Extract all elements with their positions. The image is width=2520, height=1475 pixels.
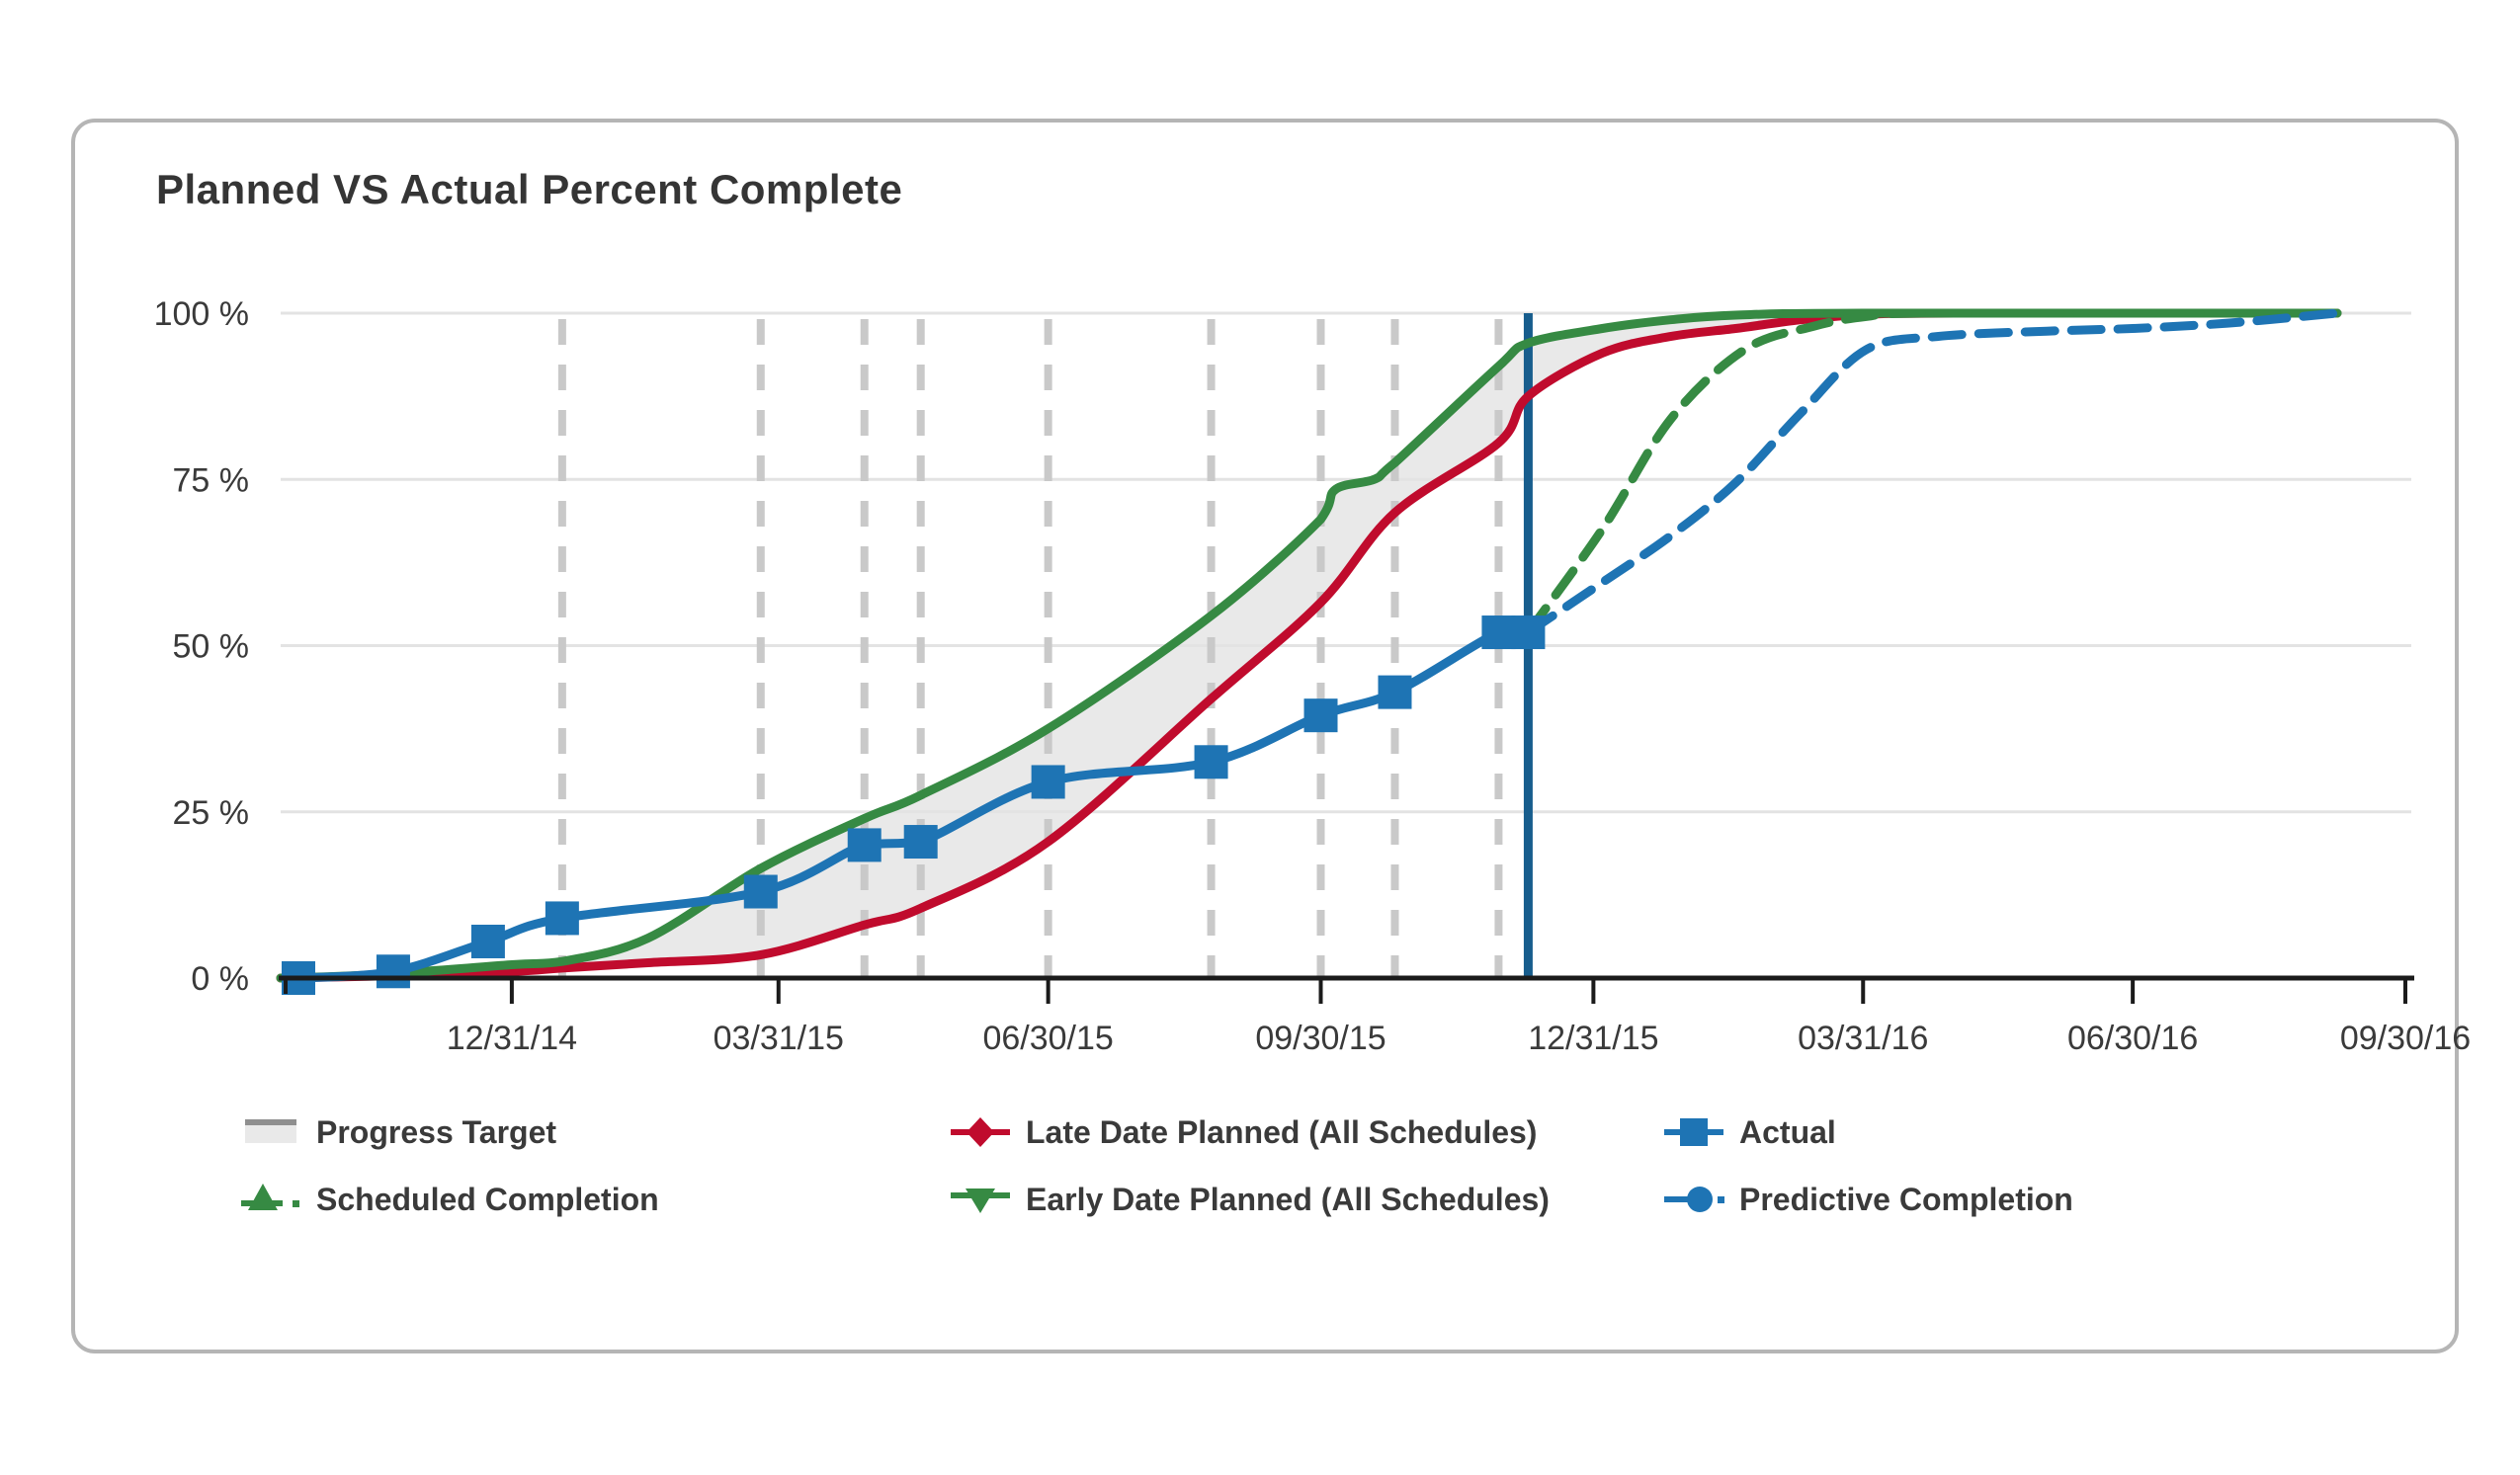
x-axis-label: 03/31/16: [1798, 1020, 1928, 1057]
actual-marker: [847, 828, 882, 862]
legend-item-actual[interactable]: Actual: [1662, 1112, 2073, 1152]
actual-marker: [1481, 615, 1516, 650]
x-axis-labels: 12/31/14 03/31/15 06/30/15 09/30/15 12/31/15…: [447, 1020, 2471, 1057]
legend-item-progress-target[interactable]: Progress Target: [239, 1112, 949, 1152]
y-axis-label: 100 %: [154, 295, 249, 333]
actual-marker: [1511, 615, 1546, 650]
legend-label: Predictive Completion: [1739, 1181, 2073, 1217]
actual-marker: [376, 954, 410, 989]
actual-line-icon: [1664, 1118, 1723, 1146]
actual-marker: [545, 901, 579, 936]
y-axis-label: 50 %: [173, 628, 250, 666]
actual-marker: [743, 874, 778, 909]
predictive-completion-line-icon: [1664, 1187, 1724, 1212]
progress-target-band-icon: [245, 1119, 296, 1143]
chart-legend: Progress Target Late Date Planned (All S…: [239, 1112, 2073, 1219]
x-axis-label: 06/30/15: [982, 1020, 1113, 1057]
actual-marker: [1194, 745, 1228, 779]
late-date-planned-line: [276, 308, 2342, 983]
y-axis-label: 75 %: [173, 461, 250, 499]
legend-label: Scheduled Completion: [316, 1181, 659, 1217]
predictive-completion-line: [1523, 308, 2342, 637]
early-date-planned-line: [276, 308, 2342, 983]
chart-title: Planned VS Actual Percent Complete: [156, 166, 903, 212]
legend-item-scheduled-completion[interactable]: Scheduled Completion: [239, 1180, 949, 1219]
early-date-line-icon: [951, 1188, 1010, 1213]
horizontal-gridlines: [281, 311, 2411, 814]
x-axis-label: 09/30/15: [1255, 1020, 1386, 1057]
status-date-gridlines: [557, 319, 1503, 978]
x-axis-label: 12/31/14: [447, 1020, 577, 1057]
scheduled-completion-line: [1523, 308, 2342, 637]
actual-marker: [470, 924, 505, 958]
actual-marker: [1031, 765, 1065, 799]
legend-item-early-date-planned[interactable]: Early Date Planned (All Schedules): [949, 1180, 1662, 1219]
legend-item-predictive-completion[interactable]: Predictive Completion: [1662, 1180, 2073, 1219]
y-axis-label: 0 %: [191, 960, 249, 998]
scheduled-completion-line-icon: [241, 1184, 299, 1210]
actual-marker: [903, 825, 938, 860]
x-axis-label: 09/30/16: [2340, 1020, 2471, 1057]
legend-label: Early Date Planned (All Schedules): [1026, 1181, 1550, 1217]
actual-marker: [1303, 698, 1338, 733]
x-axis-label: 06/30/16: [2067, 1020, 2198, 1057]
x-axis: [279, 975, 2414, 1004]
y-axis-labels: 100 % 75 % 50 % 25 % 0 %: [154, 295, 249, 998]
y-axis-label: 25 %: [173, 794, 250, 832]
actual-markers: [281, 615, 1546, 995]
x-axis-label: 03/31/15: [714, 1020, 844, 1057]
x-axis-label: 12/31/15: [1528, 1020, 1658, 1057]
legend-item-late-date-planned[interactable]: Late Date Planned (All Schedules): [949, 1112, 1662, 1152]
late-date-line-icon: [951, 1117, 1010, 1147]
legend-label: Late Date Planned (All Schedules): [1026, 1113, 1538, 1150]
actual-marker: [1378, 675, 1412, 709]
legend-label: Actual: [1739, 1113, 1836, 1150]
chart-card: [71, 119, 2459, 1353]
legend-label: Progress Target: [316, 1113, 557, 1150]
